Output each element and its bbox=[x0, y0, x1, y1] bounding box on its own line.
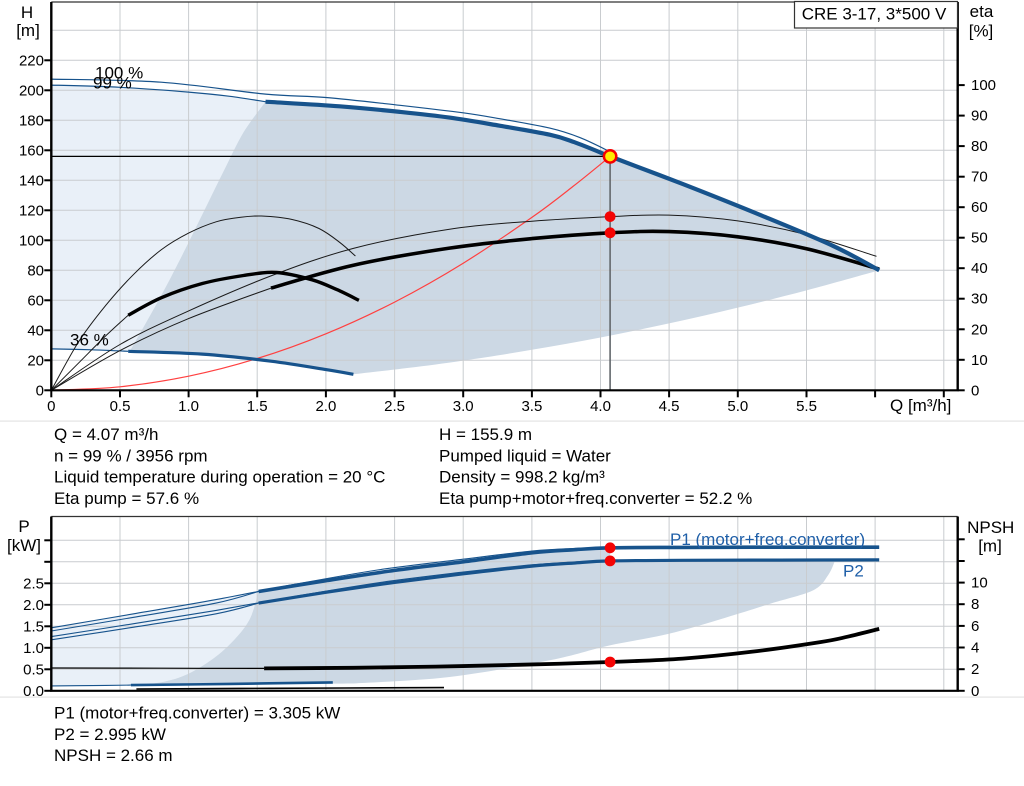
svg-text:NPSH: NPSH bbox=[967, 518, 1014, 537]
svg-text:P: P bbox=[18, 517, 29, 536]
svg-text:Eta pump = 57.6 %: Eta pump = 57.6 % bbox=[54, 489, 199, 508]
svg-text:160: 160 bbox=[19, 142, 44, 159]
svg-text:30: 30 bbox=[971, 291, 988, 308]
svg-text:Density = 998.2 kg/m³: Density = 998.2 kg/m³ bbox=[439, 468, 605, 487]
svg-text:220: 220 bbox=[19, 52, 44, 69]
svg-text:0.0: 0.0 bbox=[23, 683, 44, 700]
svg-text:40: 40 bbox=[971, 260, 988, 277]
svg-text:140: 140 bbox=[19, 172, 44, 189]
svg-text:36 %: 36 % bbox=[70, 331, 109, 350]
svg-text:1.0: 1.0 bbox=[178, 398, 199, 415]
svg-text:NPSH = 2.66 m: NPSH = 2.66 m bbox=[54, 746, 173, 765]
svg-text:P2: P2 bbox=[843, 562, 864, 581]
svg-text:100 %: 100 % bbox=[95, 64, 143, 83]
svg-text:2.0: 2.0 bbox=[315, 398, 336, 415]
svg-text:2.5: 2.5 bbox=[384, 398, 405, 415]
svg-text:10: 10 bbox=[971, 352, 988, 369]
svg-text:[m]: [m] bbox=[978, 537, 1002, 556]
svg-text:0: 0 bbox=[47, 398, 55, 415]
svg-text:90: 90 bbox=[971, 108, 988, 125]
svg-text:20: 20 bbox=[27, 352, 44, 369]
svg-text:[kW]: [kW] bbox=[7, 536, 41, 555]
svg-text:eta: eta bbox=[970, 2, 994, 21]
svg-text:Eta pump+motor+freq.converter: Eta pump+motor+freq.converter = 52.2 % bbox=[439, 489, 752, 508]
svg-text:200: 200 bbox=[19, 82, 44, 99]
svg-text:n = 99 % / 3956 rpm: n = 99 % / 3956 rpm bbox=[54, 446, 208, 465]
svg-text:100: 100 bbox=[19, 232, 44, 249]
svg-text:2.0: 2.0 bbox=[23, 597, 44, 614]
svg-text:8: 8 bbox=[971, 596, 979, 613]
svg-text:10: 10 bbox=[971, 575, 988, 592]
svg-text:4.0: 4.0 bbox=[590, 398, 611, 415]
svg-text:180: 180 bbox=[19, 112, 44, 129]
svg-text:[%]: [%] bbox=[969, 22, 994, 41]
svg-text:4.5: 4.5 bbox=[659, 398, 680, 415]
svg-text:1.0: 1.0 bbox=[23, 640, 44, 657]
svg-text:H: H bbox=[21, 3, 33, 22]
svg-text:80: 80 bbox=[971, 138, 988, 155]
svg-text:50: 50 bbox=[971, 230, 988, 247]
svg-text:P1 (motor+freq.converter): P1 (motor+freq.converter) bbox=[670, 530, 865, 549]
svg-text:60: 60 bbox=[27, 292, 44, 309]
svg-text:1.5: 1.5 bbox=[247, 398, 268, 415]
svg-text:Q [m³/h]: Q [m³/h] bbox=[890, 396, 951, 415]
svg-text:Liquid temperature during oper: Liquid temperature during operation = 20… bbox=[54, 468, 385, 487]
svg-text:0: 0 bbox=[971, 382, 979, 399]
svg-text:99 %: 99 % bbox=[93, 74, 132, 93]
svg-text:60: 60 bbox=[971, 199, 988, 216]
svg-text:120: 120 bbox=[19, 202, 44, 219]
svg-text:0.5: 0.5 bbox=[23, 661, 44, 678]
svg-text:70: 70 bbox=[971, 169, 988, 186]
svg-text:0: 0 bbox=[971, 683, 979, 700]
svg-text:20: 20 bbox=[971, 321, 988, 338]
svg-text:0.5: 0.5 bbox=[110, 398, 131, 415]
svg-text:3.0: 3.0 bbox=[453, 398, 474, 415]
svg-text:40: 40 bbox=[27, 322, 44, 339]
svg-text:P1 (motor+freq.converter) = 3.: P1 (motor+freq.converter) = 3.305 kW bbox=[54, 704, 340, 723]
svg-text:100: 100 bbox=[971, 77, 996, 94]
svg-text:5.5: 5.5 bbox=[796, 398, 817, 415]
svg-text:1.5: 1.5 bbox=[23, 618, 44, 635]
svg-text:Q = 4.07 m³/h: Q = 4.07 m³/h bbox=[54, 425, 158, 444]
svg-text:CRE 3-17, 3*500 V: CRE 3-17, 3*500 V bbox=[802, 4, 947, 23]
svg-text:P2 = 2.995 kW: P2 = 2.995 kW bbox=[54, 725, 166, 744]
svg-text:4: 4 bbox=[971, 640, 979, 657]
svg-text:5.0: 5.0 bbox=[727, 398, 748, 415]
svg-text:6: 6 bbox=[971, 618, 979, 635]
svg-text:[m]: [m] bbox=[16, 21, 40, 40]
svg-text:2.5: 2.5 bbox=[23, 575, 44, 592]
svg-text:Pumped liquid = Water: Pumped liquid = Water bbox=[439, 446, 611, 465]
svg-text:3.5: 3.5 bbox=[521, 398, 542, 415]
svg-text:2: 2 bbox=[971, 661, 979, 678]
svg-text:H = 155.9 m: H = 155.9 m bbox=[439, 425, 532, 444]
svg-text:0: 0 bbox=[36, 382, 44, 399]
svg-text:80: 80 bbox=[27, 262, 44, 279]
